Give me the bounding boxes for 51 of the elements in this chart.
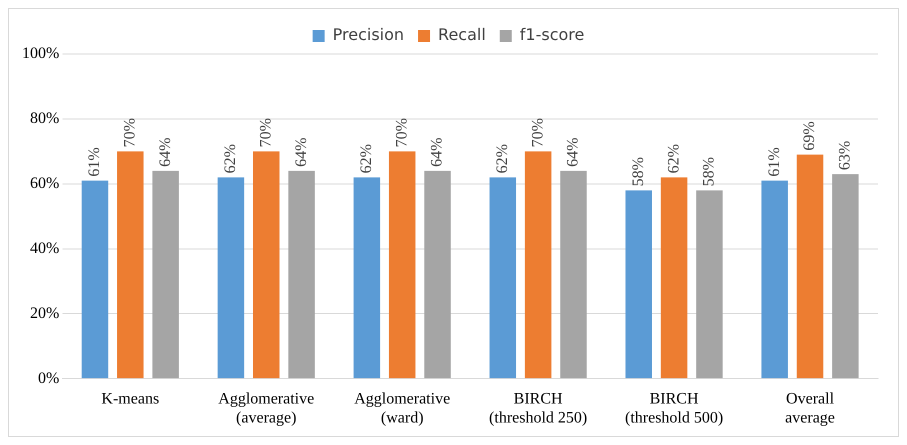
bar — [218, 177, 244, 378]
bar — [424, 170, 451, 378]
x-tick-label: BIRCH (threshold 250) — [489, 390, 588, 427]
data-label: 70% — [257, 118, 274, 148]
bar — [796, 154, 824, 378]
bar — [524, 151, 552, 378]
bar — [288, 170, 315, 378]
x-tick-label: K-means — [101, 390, 160, 408]
bar — [490, 177, 516, 378]
bar — [152, 170, 179, 378]
bar — [660, 177, 688, 378]
data-label: 70% — [122, 118, 139, 148]
y-tick-label: 0% — [38, 370, 60, 387]
legend-label: Precision — [332, 25, 404, 44]
x-tick-label: BIRCH (threshold 500) — [624, 390, 724, 427]
data-label: 70% — [393, 118, 410, 148]
x-tick-label: Agglomerative (average) — [218, 390, 314, 427]
bar — [82, 180, 108, 378]
data-label: 64% — [156, 138, 174, 167]
bar — [696, 190, 723, 378]
data-label: 58% — [630, 157, 647, 186]
legend-label: f1-score — [520, 25, 584, 44]
data-label: 61% — [86, 147, 104, 177]
bar — [388, 151, 416, 378]
data-label: 62% — [665, 144, 682, 174]
y-tick-label: 20% — [30, 304, 60, 322]
data-label: 70% — [529, 118, 546, 148]
bar — [117, 151, 144, 378]
x-tick-label: Overall average — [785, 390, 835, 427]
bar — [832, 174, 859, 378]
bar — [625, 190, 652, 378]
data-label: 61% — [766, 147, 783, 177]
data-label: 64% — [564, 138, 582, 167]
y-tick-label: 60% — [30, 175, 60, 192]
y-tick-label: 40% — [30, 240, 60, 257]
bar — [354, 177, 380, 378]
y-tick-label: 80% — [30, 110, 60, 128]
data-label: 62% — [222, 144, 240, 174]
bar — [252, 151, 280, 378]
data-label: 63% — [836, 140, 854, 170]
y-tick-label: 100% — [22, 45, 60, 62]
legend-label: Recall — [438, 25, 486, 44]
bar — [761, 180, 788, 378]
data-label: 62% — [494, 144, 511, 174]
data-label: 64% — [292, 138, 310, 167]
data-label: 62% — [358, 144, 376, 174]
data-label: 64% — [428, 138, 446, 167]
data-label: 58% — [700, 157, 718, 186]
x-tick-label: Agglomerative (ward) — [354, 390, 450, 427]
bar — [560, 170, 587, 378]
data-label: 69% — [801, 121, 818, 151]
